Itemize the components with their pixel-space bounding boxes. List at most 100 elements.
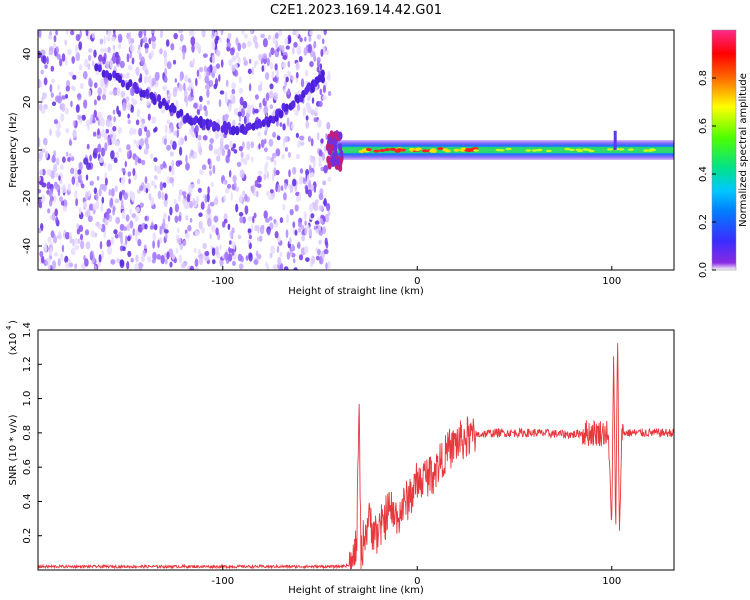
spectrogram-noise-blob bbox=[257, 224, 260, 234]
spectrogram-noise-blob bbox=[235, 203, 239, 213]
spectrogram-noise-blob bbox=[134, 215, 139, 222]
spectrogram-noise-blob bbox=[53, 163, 58, 173]
spectrogram-noise-blob bbox=[269, 104, 274, 110]
spectrogram-noise-blob bbox=[163, 138, 167, 146]
spectrogram-noise-blob bbox=[60, 253, 64, 261]
spectrogram-noise-blob bbox=[207, 186, 210, 195]
spectrogram-arc-blob bbox=[97, 64, 102, 73]
spectrogram-noise-blob bbox=[54, 208, 58, 217]
spectrogram-noise-blob bbox=[240, 151, 244, 158]
spectrogram-noise-blob bbox=[266, 264, 270, 270]
spectrogram-noise-blob bbox=[208, 170, 213, 176]
spectrogram-noise-blob bbox=[53, 42, 56, 50]
spectrogram-noise-blob bbox=[154, 71, 160, 81]
spectrogram-noise-blob bbox=[319, 88, 323, 96]
spectrogram-noise-blob bbox=[211, 54, 215, 64]
carrier-onset-blob bbox=[326, 155, 331, 164]
spectrogram-noise-blob bbox=[230, 191, 233, 201]
snr-y-tick-label: 0.8 bbox=[22, 425, 33, 441]
spectrogram-noise-blob bbox=[254, 179, 259, 188]
spectrogram-noise-blob bbox=[91, 60, 95, 67]
spectrogram-noise-blob bbox=[220, 30, 224, 36]
spectrogram-noise-blob bbox=[93, 131, 97, 137]
spectrogram-noise-blob bbox=[195, 131, 198, 139]
spectrogram-noise-blob bbox=[254, 94, 259, 100]
snr-frame-bg bbox=[38, 330, 674, 570]
spectrogram-noise-blob bbox=[42, 55, 47, 65]
spectrogram-noise-blob bbox=[77, 169, 82, 175]
spectrogram-noise-blob bbox=[151, 35, 156, 43]
spectrogram-noise-blob bbox=[283, 192, 287, 201]
spectrogram-noise-blob bbox=[141, 159, 146, 166]
spectrogram-noise-blob bbox=[82, 71, 88, 80]
spectrogram-noise-blob bbox=[219, 36, 222, 44]
spectrogram-noise-blob bbox=[77, 114, 82, 120]
spectrogram-noise-blob bbox=[111, 136, 116, 145]
snr-line bbox=[38, 343, 674, 570]
spectrogram-arc-blob bbox=[156, 94, 162, 103]
snr-y-scale: (x10 4 ) bbox=[5, 320, 19, 355]
spectrogram-noise-blob bbox=[282, 203, 286, 211]
spectrogram-noise-blob bbox=[201, 226, 205, 234]
spectrogram-arc-blob bbox=[172, 105, 177, 114]
spectrogram-noise-blob bbox=[207, 158, 211, 165]
spectrogram-noise-blob bbox=[46, 169, 52, 176]
spectrogram-noise-blob bbox=[126, 53, 130, 63]
snr-x-tick-label: 100 bbox=[602, 576, 621, 587]
spectrogram-noise-blob bbox=[105, 128, 110, 134]
spectrogram-noise-blob bbox=[72, 74, 77, 80]
spectrogram-noise-blob bbox=[85, 210, 89, 218]
spectrogram-noise-blob bbox=[320, 48, 324, 57]
spectrogram-x-tick-label: 100 bbox=[602, 276, 621, 287]
spectrogram-noise-blob bbox=[290, 75, 294, 81]
spectrogram-noise-blob bbox=[190, 88, 194, 98]
spectrogram-noise-blob bbox=[247, 68, 252, 75]
snr-frame bbox=[37, 329, 675, 571]
spectrogram-noise-blob bbox=[103, 35, 106, 45]
spectrogram-noise-blob bbox=[84, 258, 89, 267]
spectrogram-noise-blob bbox=[286, 117, 290, 127]
spectrogram-noise-blob bbox=[119, 259, 125, 269]
spectrogram-noise-blob bbox=[193, 247, 197, 254]
spectrogram-noise-blob bbox=[174, 203, 179, 213]
spectrogram-noise-blob bbox=[269, 252, 273, 259]
spectrogram-noise-blob bbox=[93, 99, 97, 106]
spectrogram-noise-blob bbox=[157, 190, 162, 200]
carrier-hotspot bbox=[627, 148, 634, 151]
spectrogram-noise-blob bbox=[272, 264, 278, 270]
spectrogram-noise-blob bbox=[87, 122, 90, 131]
spectrogram-noise-blob bbox=[85, 174, 89, 181]
spectrogram-noise-blob bbox=[227, 223, 231, 230]
spectrogram-noise-blob bbox=[231, 88, 236, 95]
spectrogram-noise-blob bbox=[43, 77, 48, 86]
spectrogram-noise-blob bbox=[303, 47, 308, 56]
snr-x-tick-label: -100 bbox=[211, 576, 234, 587]
spectrogram-noise-blob bbox=[204, 109, 209, 117]
spectrogram-noise-blob bbox=[131, 97, 135, 103]
spectrogram-noise-blob bbox=[144, 176, 148, 185]
spectrogram-noise-blob bbox=[145, 187, 149, 194]
spectrogram-noise-blob bbox=[137, 238, 142, 247]
spectrogram-noise-blob bbox=[39, 250, 44, 258]
spectrogram-noise-blob bbox=[188, 77, 191, 84]
spectrogram-noise-blob bbox=[49, 247, 53, 256]
carrier-hotspot bbox=[366, 148, 372, 151]
spectrogram-arc-blob bbox=[94, 63, 99, 72]
spectrogram-noise-blob bbox=[112, 109, 116, 115]
spectrogram-noise-blob bbox=[40, 49, 46, 56]
spectrogram-noise-blob bbox=[294, 109, 299, 117]
spectrogram-noise-blob bbox=[109, 59, 114, 69]
spectrogram-arc-blob bbox=[284, 103, 289, 112]
spectrogram-noise-blob bbox=[248, 242, 252, 250]
spectrogram-noise-blob bbox=[279, 217, 284, 224]
spectrogram-noise-blob bbox=[235, 51, 240, 59]
spectrogram-noise-blob bbox=[284, 38, 289, 45]
spectrogram-noise-blob bbox=[135, 254, 139, 263]
spectrogram-noise-blob bbox=[297, 241, 301, 250]
spectrogram-noise-blob bbox=[159, 181, 164, 191]
spectrogram-noise-blob bbox=[280, 185, 284, 192]
spectrogram-noise-blob bbox=[110, 36, 116, 42]
spectrogram-noise-blob bbox=[132, 168, 136, 177]
snr-y-label: SNR (10 * v/v) bbox=[8, 414, 19, 485]
spectrogram-noise-blob bbox=[283, 136, 288, 143]
